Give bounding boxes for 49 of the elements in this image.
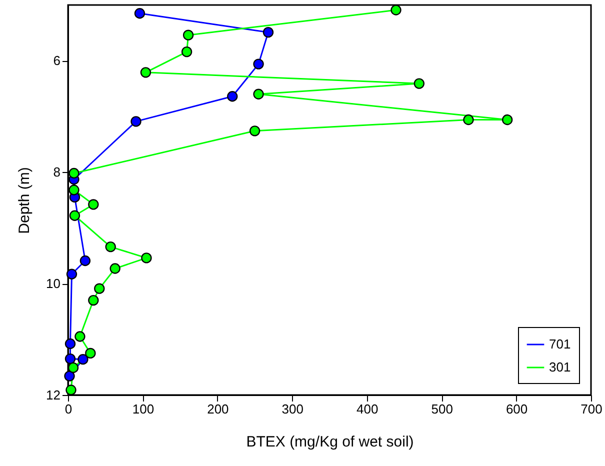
point [68, 168, 80, 179]
point [110, 263, 120, 274]
point [94, 283, 105, 294]
point [262, 26, 274, 38]
x-tick-label: 0 [64, 402, 72, 416]
point [249, 126, 260, 136]
point [181, 46, 192, 58]
y-tick-label: 10 [46, 276, 60, 292]
point [64, 338, 76, 350]
x-tick-label: 200 [207, 402, 229, 416]
point [78, 354, 88, 365]
point [182, 30, 194, 40]
point [227, 91, 238, 102]
point [390, 4, 402, 16]
y-axis-title: Depth (m) [16, 167, 34, 234]
point [253, 88, 264, 100]
x-tick-label: 100 [132, 402, 154, 416]
point [66, 384, 76, 396]
x-tick-label: 500 [431, 402, 453, 416]
point [141, 252, 152, 264]
point [64, 353, 76, 364]
point [85, 348, 96, 359]
point [414, 78, 424, 89]
x-tick-label: 300 [282, 402, 304, 416]
x-tick-label: 700 [580, 402, 602, 416]
point [502, 114, 513, 126]
point [66, 268, 78, 280]
point [140, 67, 152, 78]
legend-label: 301 [549, 360, 571, 374]
point [253, 58, 264, 70]
point [105, 241, 116, 252]
point [64, 370, 75, 382]
x-tick-label: 400 [356, 402, 378, 416]
y-tick-label: 12 [46, 388, 60, 402]
y-tick-label: 8 [53, 164, 60, 180]
point [130, 116, 142, 127]
x-tick-label: 600 [506, 402, 528, 416]
point [80, 255, 91, 266]
x-axis-title: BTEX (mg/Kg of wet soil) [246, 434, 414, 450]
point [134, 8, 146, 19]
point [463, 114, 474, 126]
y-tick-label: 6 [53, 53, 60, 68]
point [88, 294, 99, 306]
legend-label: 701 [549, 336, 571, 352]
point [69, 210, 80, 221]
point [68, 362, 79, 374]
point [68, 184, 80, 196]
point [88, 199, 99, 210]
point [74, 331, 86, 342]
